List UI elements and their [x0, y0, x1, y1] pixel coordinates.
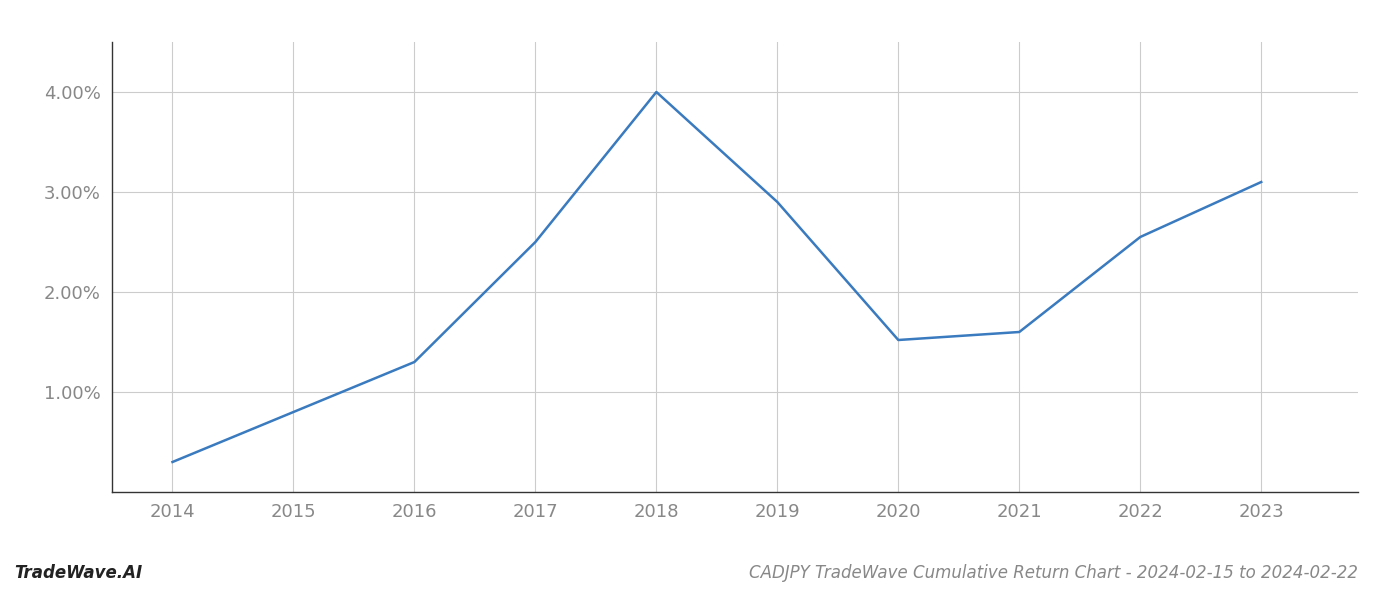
Text: CADJPY TradeWave Cumulative Return Chart - 2024-02-15 to 2024-02-22: CADJPY TradeWave Cumulative Return Chart…	[749, 564, 1358, 582]
Text: TradeWave.AI: TradeWave.AI	[14, 564, 143, 582]
